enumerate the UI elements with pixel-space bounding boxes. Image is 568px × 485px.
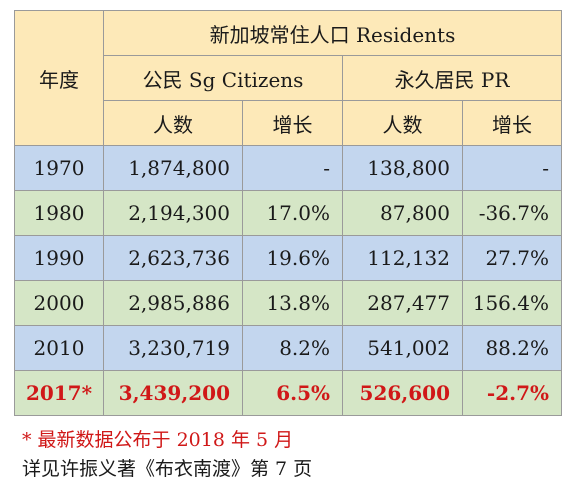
citizens-count-cell: 2,623,736 (103, 235, 243, 281)
citizens-count-cell: 2,985,886 (103, 280, 243, 326)
source-note: 详见许振义著《布衣南渡》第 7 页 (22, 458, 313, 480)
citizens-count-cell: 3,439,200 (103, 370, 243, 416)
year-cell: 1990 (14, 235, 104, 281)
citizens-growth-cell: 6.5% (242, 370, 343, 416)
citizens-header: 公民 Sg Citizens (103, 55, 343, 101)
population-table: 年度 新加坡常住人口 Residents 公民 Sg Citizens 永久居民… (14, 10, 562, 418)
citizens-count-cell: 1,874,800 (103, 145, 243, 191)
citizens-growth-cell: 19.6% (242, 235, 343, 281)
pr-count-cell: 87,800 (342, 190, 463, 236)
pr-count-cell: 526,600 (342, 370, 463, 416)
year-cell: 1970 (14, 145, 104, 191)
citizens-growth-cell: 13.8% (242, 280, 343, 326)
footnote: * 最新数据公布于 2018 年 5 月 (22, 429, 294, 451)
pr-count-cell: 112,132 (342, 235, 463, 281)
year-cell: 2000 (14, 280, 104, 326)
residents-header: 新加坡常住人口 Residents (103, 10, 562, 56)
pr-growth-cell: -36.7% (462, 190, 562, 236)
pr-growth-cell: 88.2% (462, 325, 562, 371)
pr-growth-header: 增长 (462, 100, 562, 146)
year-cell: 1980 (14, 190, 104, 236)
pr-count-header: 人数 (342, 100, 463, 146)
pr-count-cell: 287,477 (342, 280, 463, 326)
citizens-growth-header: 增长 (242, 100, 343, 146)
citizens-count-header: 人数 (103, 100, 243, 146)
citizens-growth-cell: - (242, 145, 343, 191)
year-cell: 2017* (14, 370, 104, 416)
pr-growth-cell: 156.4% (462, 280, 562, 326)
pr-growth-cell: -2.7% (462, 370, 562, 416)
citizens-count-cell: 2,194,300 (103, 190, 243, 236)
pr-growth-cell: - (462, 145, 562, 191)
year-header: 年度 (14, 10, 104, 146)
pr-growth-cell: 27.7% (462, 235, 562, 281)
citizens-growth-cell: 17.0% (242, 190, 343, 236)
pr-count-cell: 541,002 (342, 325, 463, 371)
citizens-count-cell: 3,230,719 (103, 325, 243, 371)
year-cell: 2010 (14, 325, 104, 371)
pr-header: 永久居民 PR (342, 55, 562, 101)
pr-count-cell: 138,800 (342, 145, 463, 191)
citizens-growth-cell: 8.2% (242, 325, 343, 371)
